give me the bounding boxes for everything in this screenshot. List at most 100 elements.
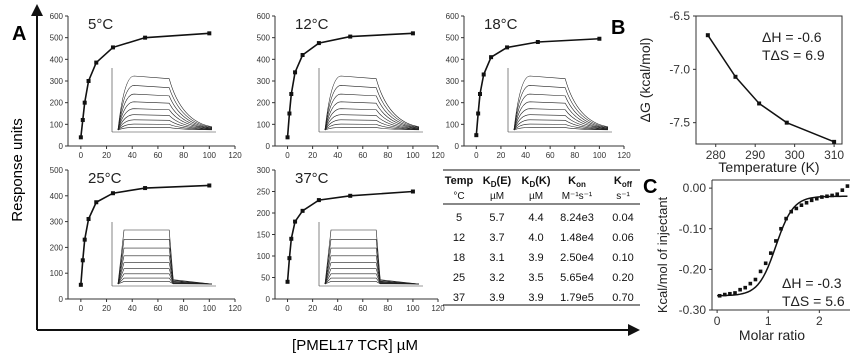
y-tick-label: 300 [257,77,271,86]
sensorgram-trace [324,75,420,131]
data-point [840,188,845,192]
x-tick-label: 20 [102,304,111,313]
enthalpy-annotation: ΔH = -0.3 [782,275,842,291]
x-tick-label: 80 [570,151,579,160]
data-point [287,256,292,261]
data-point [300,53,305,57]
y-tick-label: 400 [446,55,460,64]
y-tick-label: 250 [257,188,271,197]
data-point [348,193,353,198]
data-point [289,236,294,241]
x-tick-label: 100 [593,151,607,160]
x-tick-label: 0 [79,304,84,313]
table-cell: 0.04 [612,212,633,224]
y-tick-label: 600 [257,12,271,21]
sensorgram-trace [324,239,420,285]
x-tick-label: 60 [358,151,367,160]
data-point [110,45,115,50]
sensorgram-trace [513,85,609,131]
sensorgram-trace [324,255,420,285]
sensorgram-trace [117,101,213,131]
table-cell: 4.0 [528,232,543,244]
sensorgram-trace [117,268,213,285]
fit-curve [80,32,210,138]
x-tick-label: 300 [785,148,805,162]
data-point [293,219,298,224]
table-cell: 3.9 [489,292,504,304]
y-tick-label: 0 [455,142,460,151]
data-point [316,198,321,203]
x-tick-label: 20 [102,151,111,160]
fit-curve [80,184,210,285]
y-tick-label: 400 [257,55,271,64]
x-tick-label: 40 [333,151,342,160]
y-tick-label: 200 [50,99,64,108]
sensorgram-trace [117,123,213,131]
x-tick-label: 120 [431,151,445,160]
data-point [316,41,321,46]
table-header: Temp [445,175,474,187]
data-point [733,74,738,79]
x-tick-label: 60 [153,304,162,313]
data-point [789,209,794,214]
panel-a-label: A [12,23,26,45]
fit-curve [475,37,600,136]
data-point [287,111,292,116]
table-cell: 25 [453,272,465,284]
data-point [784,120,789,125]
sensorgram-trace [324,119,420,131]
data-point [738,287,742,292]
y-tick-label: 200 [50,243,64,252]
x-tick-label: 40 [521,151,530,160]
x-tick-label: 80 [179,151,188,160]
y-tick-label: -0.30 [679,303,707,317]
header-main: Temp [445,175,474,187]
panel-c: 0 1 2 0.00 -0.10 -0.20 -0.30 Molar ratio Kcal/mo… [655,179,850,343]
table-header: Kon [568,175,586,189]
entropy-annotation: TΔS = 5.6 [782,293,845,309]
y-tick-label: 200 [446,99,460,108]
data-point [804,200,809,205]
plot-frame [695,15,843,145]
data-point [743,285,748,290]
data-point [768,251,773,255]
table-unit: °C [453,191,464,202]
data-point [728,291,732,296]
table-cell: 8.24e3 [560,212,594,224]
y-tick-label: -0.20 [679,262,707,276]
x-tick-label: 0 [285,304,290,313]
header-subscript: on [576,180,586,189]
header-main: K [521,175,529,187]
y-tick-label: 0.00 [683,181,707,195]
sensorgram-trace [324,268,420,285]
x-tick-label: 0 [474,151,479,160]
y-tick-label: 400 [50,55,64,64]
sensorgram-trace [117,127,213,131]
isotherm-temperature-title: 37°C [295,170,329,187]
isotherm-plot-2: 0 20 40 60 80 100 120 0 100 200 300 400 500 600 12°C [257,12,446,160]
x-tick-label: 290 [745,148,765,162]
data-point [285,279,290,284]
data-point [832,139,837,144]
x-tick-label: 40 [333,304,342,313]
data-point [86,79,91,83]
x-tick-label: 100 [406,151,420,160]
sensorgram-trace [513,127,609,131]
x-tick-label: 60 [546,151,555,160]
y-tick-label: 300 [257,166,271,175]
data-point [717,293,722,298]
data-point [410,31,415,36]
data-point [82,237,87,242]
data-point [78,135,83,140]
table-header: KD(E) [483,175,512,189]
table-cell: 3.2 [489,272,504,284]
isotherm-plot-4: 0 20 40 60 80 100 120 0 100 200 300 400 500 25°C [50,166,243,313]
table-cell: 4.4 [528,212,543,224]
x-tick-label: 0 [285,151,290,160]
y-axis-label: ΔG (kcal/mol) [637,38,653,123]
y-tick-label: 500 [50,166,64,175]
data-point [763,261,768,266]
inset-sensorgram [318,222,423,287]
x-axis-label: Temperature (K) [718,159,819,175]
y-tick-label: 600 [446,12,460,21]
